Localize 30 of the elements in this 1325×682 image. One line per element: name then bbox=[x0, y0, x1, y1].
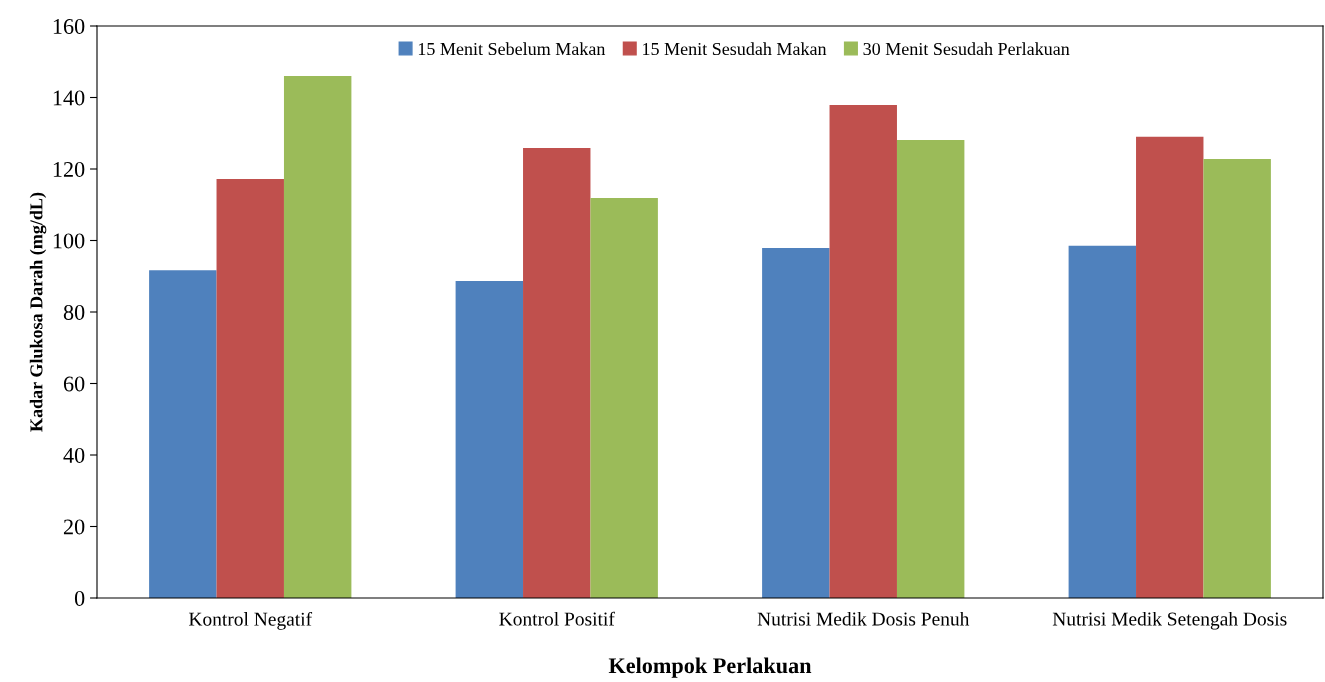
legend-label: 15 Menit Sebelum Makan bbox=[418, 42, 606, 56]
legend-label: 15 Menit Sesudah Makan bbox=[643, 42, 827, 56]
y-tick-label: 0 bbox=[74, 590, 85, 606]
x-tick-label: Nutrisi Medik Setengah Dosis bbox=[1052, 611, 1287, 630]
y-tick-label: 100 bbox=[53, 233, 85, 249]
y-tick-label: 140 bbox=[53, 90, 85, 106]
bar bbox=[523, 147, 591, 598]
bar bbox=[455, 280, 524, 598]
bar bbox=[1068, 245, 1137, 598]
bar bbox=[149, 270, 217, 598]
y-tick-label: 60 bbox=[63, 376, 85, 392]
bar bbox=[1136, 136, 1204, 598]
bar bbox=[590, 197, 658, 598]
x-tick-label: Kontrol Negatif bbox=[188, 611, 313, 630]
bar bbox=[1203, 158, 1271, 598]
y-tick-label: 40 bbox=[63, 447, 85, 463]
y-tick-label: 160 bbox=[53, 18, 85, 34]
y-tick-label: 20 bbox=[63, 519, 85, 535]
bar bbox=[216, 179, 284, 598]
bar bbox=[896, 140, 965, 598]
bar bbox=[283, 76, 352, 598]
x-axis-title: Kelompok Perlakuan bbox=[608, 657, 812, 678]
bar bbox=[762, 248, 830, 598]
x-tick-label: Kontrol Positif bbox=[499, 611, 615, 626]
bar bbox=[829, 105, 897, 598]
legend-label: 30 Menit Sesudah Perlakuan bbox=[863, 42, 1070, 56]
x-tick-label: Nutrisi Medik Dosis Penuh bbox=[757, 611, 970, 626]
y-axis-title: Kadar Glukosa Darah (mg/dL) bbox=[29, 192, 47, 432]
y-tick-label: 80 bbox=[63, 304, 85, 320]
y-tick-label: 120 bbox=[53, 161, 85, 177]
